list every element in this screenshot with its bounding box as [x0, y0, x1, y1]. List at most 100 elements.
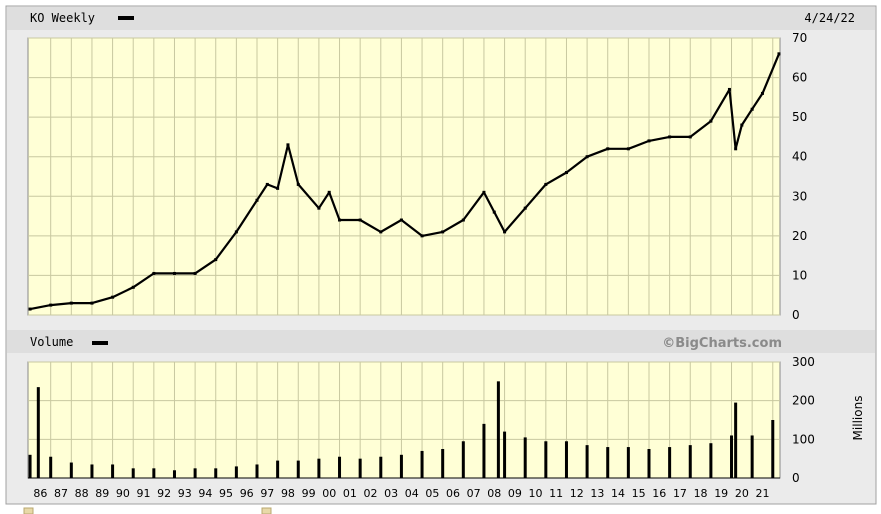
price-y-tick-label: 30	[792, 189, 807, 203]
price-data-point	[492, 210, 496, 214]
volume-bar	[626, 447, 630, 478]
x-tick-label: 98	[281, 487, 295, 500]
price-data-point	[668, 135, 672, 139]
x-tick-label: 90	[116, 487, 130, 500]
price-data-point	[214, 258, 218, 262]
volume-bar	[49, 456, 53, 478]
volume-y-axis-label: Millions	[851, 396, 865, 441]
volume-bar	[90, 464, 94, 478]
x-tick-label: 03	[384, 487, 398, 500]
price-data-point	[49, 303, 53, 307]
x-tick-label: 86	[33, 487, 47, 500]
volume-header-bar	[7, 330, 875, 353]
volume-y-tick-label: 0	[792, 471, 800, 485]
volume-bar	[496, 381, 500, 478]
x-tick-label: 01	[343, 487, 357, 500]
x-tick-label: 99	[302, 487, 316, 500]
footer-icon-right	[261, 507, 272, 514]
volume-bar	[750, 435, 754, 478]
price-data-point	[69, 301, 73, 305]
volume-legend-swatch	[92, 341, 108, 345]
x-tick-label: 96	[240, 487, 254, 500]
x-tick-label: 17	[673, 487, 687, 500]
x-tick-label: 12	[570, 487, 584, 500]
chart-date: 4/24/22	[804, 11, 855, 25]
x-tick-label: 11	[549, 487, 563, 500]
price-data-point	[358, 218, 362, 222]
price-data-point	[626, 147, 630, 151]
volume-bar	[358, 458, 362, 478]
volume-bar	[172, 470, 176, 478]
x-tick-label: 02	[363, 487, 377, 500]
volume-y-tick-label: 200	[792, 394, 815, 408]
price-data-point	[286, 143, 290, 147]
price-data-point	[28, 307, 32, 311]
price-data-point	[750, 107, 754, 111]
price-plot-area: 0 10 20 30 40 50 60 70	[27, 31, 807, 322]
source-watermark: ©BigCharts.com	[662, 336, 782, 351]
x-tick-label: 04	[405, 487, 419, 500]
x-tick-label: 21	[755, 487, 769, 500]
price-y-tick-label: 10	[792, 268, 807, 282]
volume-y-tick-label: 100	[792, 432, 815, 446]
volume-bar	[771, 420, 775, 478]
x-tick-label: 08	[487, 487, 501, 500]
price-y-tick-label: 60	[792, 71, 807, 85]
volume-bar	[688, 445, 692, 478]
price-series-line	[29, 53, 781, 311]
price-data-point	[152, 271, 156, 275]
volume-plot-background	[27, 361, 781, 479]
x-tick-label: 20	[735, 487, 749, 500]
volume-bar	[379, 456, 383, 478]
price-y-tick-label: 70	[792, 31, 807, 45]
volume-bar	[668, 447, 672, 478]
price-data-point	[296, 182, 300, 186]
price-data-point	[317, 206, 321, 210]
price-y-tick-label: 20	[792, 229, 807, 243]
volume-bar	[647, 449, 651, 478]
price-data-point	[327, 190, 331, 194]
price-header-bar	[7, 7, 875, 30]
x-tick-label: 00	[322, 487, 336, 500]
price-data-point	[647, 139, 651, 143]
price-data-point	[111, 295, 115, 299]
x-tick-label: 87	[54, 487, 68, 500]
price-data-point	[544, 182, 548, 186]
price-data-point	[688, 135, 692, 139]
x-tick-label: 05	[425, 487, 439, 500]
price-legend-swatch	[118, 16, 134, 20]
price-data-point	[172, 271, 176, 275]
x-tick-label: 89	[95, 487, 109, 500]
x-tick-label: 19	[714, 487, 728, 500]
x-tick-label: 88	[75, 487, 89, 500]
volume-bar	[544, 441, 548, 478]
volume-bar	[193, 468, 197, 478]
x-tick-label: 15	[632, 487, 646, 500]
x-tick-label: 95	[219, 487, 233, 500]
volume-bar	[131, 468, 135, 478]
volume-bar	[564, 441, 568, 478]
price-data-point	[276, 186, 280, 190]
price-plot-background	[27, 37, 781, 316]
x-tick-label: 18	[694, 487, 708, 500]
price-y-tick-label: 0	[792, 308, 800, 322]
volume-bar	[503, 431, 507, 478]
price-data-point	[90, 301, 94, 305]
price-data-point	[420, 234, 424, 238]
price-data-point	[760, 91, 764, 95]
volume-bar	[482, 423, 486, 478]
volume-bar	[276, 460, 280, 478]
price-data-point	[482, 190, 486, 194]
volume-bar	[585, 445, 589, 478]
volume-bar	[152, 468, 156, 478]
volume-bar	[420, 450, 424, 478]
price-y-tick-label: 50	[792, 110, 807, 124]
price-data-point	[734, 147, 738, 151]
price-data-point	[740, 123, 744, 127]
price-data-point	[265, 182, 269, 186]
x-tick-label: 07	[467, 487, 481, 500]
volume-bar	[28, 454, 32, 478]
volume-bar	[214, 468, 218, 478]
x-axis-ticks: 86 87 88 89 90 91 92 93 94 95 96 97 98 99 00 01 02 03 04 05…	[33, 487, 769, 500]
